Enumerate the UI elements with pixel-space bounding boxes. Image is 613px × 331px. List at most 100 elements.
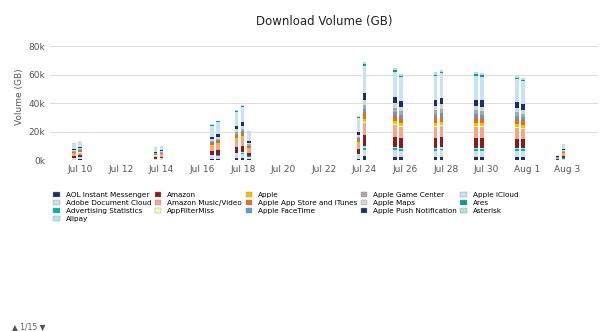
Bar <box>562 156 565 158</box>
Bar <box>216 137 220 139</box>
Bar <box>393 104 397 108</box>
Bar <box>562 144 565 149</box>
Bar <box>235 135 238 138</box>
Bar <box>399 118 403 123</box>
Bar <box>440 125 443 137</box>
Bar <box>235 147 238 153</box>
Bar <box>363 118 367 122</box>
Bar <box>434 123 438 126</box>
Bar <box>153 160 157 161</box>
Bar <box>481 148 484 149</box>
Bar <box>440 70 443 72</box>
Bar <box>555 155 559 157</box>
Bar <box>247 132 251 141</box>
Bar <box>474 74 478 75</box>
Bar <box>247 153 251 156</box>
Bar <box>72 152 76 153</box>
Bar <box>521 80 525 81</box>
Bar <box>434 126 438 138</box>
Bar <box>357 135 360 137</box>
Bar <box>393 121 397 124</box>
Bar <box>474 106 478 110</box>
Bar <box>515 119 519 124</box>
Bar <box>562 149 565 150</box>
Bar <box>474 138 478 148</box>
Bar <box>515 113 519 116</box>
Bar <box>159 159 163 160</box>
Bar <box>210 137 214 139</box>
Bar <box>399 126 403 127</box>
Bar <box>235 112 238 126</box>
Bar <box>399 111 403 115</box>
Bar <box>153 148 157 152</box>
Bar <box>481 127 484 138</box>
Bar <box>434 117 438 123</box>
Bar <box>247 141 251 143</box>
Bar <box>216 120 220 121</box>
Bar <box>72 144 76 149</box>
Bar <box>434 76 438 100</box>
Bar <box>78 148 82 149</box>
Bar <box>440 73 443 98</box>
Bar <box>555 158 559 159</box>
Bar <box>363 150 367 157</box>
Bar <box>521 114 525 117</box>
Bar <box>434 114 438 117</box>
Bar <box>216 141 220 143</box>
Title: Download Volume (GB): Download Volume (GB) <box>256 15 392 28</box>
Bar <box>440 113 443 116</box>
Bar <box>216 156 220 159</box>
Bar <box>521 81 525 104</box>
Bar <box>159 157 163 158</box>
Bar <box>521 128 525 129</box>
Bar <box>241 126 245 129</box>
Bar <box>481 107 484 111</box>
Bar <box>216 134 220 137</box>
Bar <box>159 160 163 161</box>
Bar <box>235 129 238 132</box>
Bar <box>481 77 484 101</box>
Bar <box>474 75 478 100</box>
Bar <box>521 139 525 148</box>
Bar <box>247 131 251 132</box>
Bar <box>210 124 214 125</box>
Bar <box>481 151 484 157</box>
Bar <box>241 122 245 126</box>
Bar <box>521 148 525 150</box>
Bar <box>434 157 438 161</box>
Bar <box>393 157 397 161</box>
Bar <box>515 79 519 102</box>
Bar <box>440 157 443 161</box>
Bar <box>210 139 214 141</box>
Bar <box>78 151 82 152</box>
Bar <box>78 155 82 157</box>
Bar <box>399 101 403 107</box>
Bar <box>235 155 238 159</box>
Bar <box>399 77 403 101</box>
Bar <box>210 143 214 145</box>
Bar <box>241 158 245 161</box>
Bar <box>562 152 565 153</box>
Legend: AOL Instant Messenger, Adobe Document Cloud, Advertising Statistics, Alipay, Ama: AOL Instant Messenger, Adobe Document Cl… <box>53 192 519 222</box>
Bar <box>399 107 403 111</box>
Bar <box>210 142 214 143</box>
Bar <box>247 149 251 153</box>
Bar <box>363 135 367 146</box>
Bar <box>241 152 245 153</box>
Bar <box>241 131 245 133</box>
Y-axis label: Volume (GB): Volume (GB) <box>15 68 24 124</box>
Bar <box>481 138 484 148</box>
Bar <box>235 153 238 154</box>
Bar <box>474 149 478 151</box>
Bar <box>440 98 443 104</box>
Bar <box>363 122 367 123</box>
Bar <box>235 154 238 155</box>
Bar <box>363 100 367 105</box>
Bar <box>399 148 403 149</box>
Bar <box>363 146 367 148</box>
Bar <box>474 100 478 106</box>
Bar <box>515 149 519 151</box>
Bar <box>153 157 157 159</box>
Bar <box>78 147 82 148</box>
Bar <box>357 155 360 156</box>
